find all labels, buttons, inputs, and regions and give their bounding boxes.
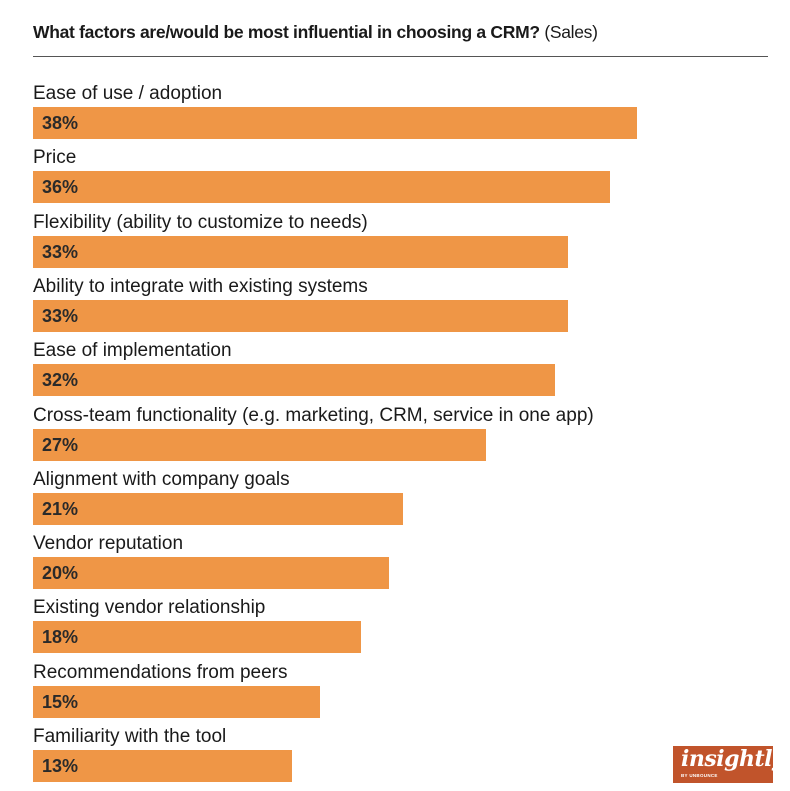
value-label: 33% (42, 241, 79, 262)
value-label: 33% (42, 305, 79, 326)
category-label: Ease of use / adoption (33, 83, 223, 104)
value-label: 18% (42, 627, 79, 648)
insightly-logo: insightly BY UNBOUNCE (673, 746, 785, 783)
category-label: Recommendations from peers (33, 661, 288, 683)
bar: 18% (33, 621, 362, 654)
value-label: 15% (42, 691, 79, 712)
bar: 13% (33, 750, 293, 782)
title-divider (33, 56, 768, 57)
bar: 27% (33, 428, 486, 461)
category-label: Ability to integrate with existing syste… (33, 275, 368, 297)
value-label: 32% (42, 370, 79, 391)
bar: 20% (33, 557, 389, 590)
category-label: Alignment with company goals (33, 468, 290, 490)
bar: 36% (33, 171, 610, 204)
category-label: Familiarity with the tool (33, 726, 227, 747)
bar: 33% (33, 299, 569, 332)
category-label: Cross-team functionality (e.g. marketing… (33, 404, 594, 426)
value-label: 38% (42, 113, 79, 133)
value-label: 36% (42, 177, 79, 198)
category-label: Vendor reputation (33, 533, 184, 555)
bar: 32% (33, 364, 555, 397)
value-label: 27% (42, 434, 79, 455)
value-label: 20% (42, 563, 79, 584)
bar: 15% (33, 685, 320, 718)
category-label: Price (33, 147, 77, 169)
bar: 38% (33, 107, 638, 139)
bar: 33% (33, 235, 569, 268)
category-label: Existing vendor relationship (33, 597, 266, 619)
category-label: Flexibility (ability to customize to nee… (33, 211, 368, 233)
value-label: 13% (42, 756, 79, 776)
value-label: 21% (42, 498, 79, 519)
chart-title: What factors are/would be most influenti… (33, 22, 598, 42)
bar: 21% (33, 492, 403, 525)
category-label: Ease of implementation (33, 340, 232, 362)
